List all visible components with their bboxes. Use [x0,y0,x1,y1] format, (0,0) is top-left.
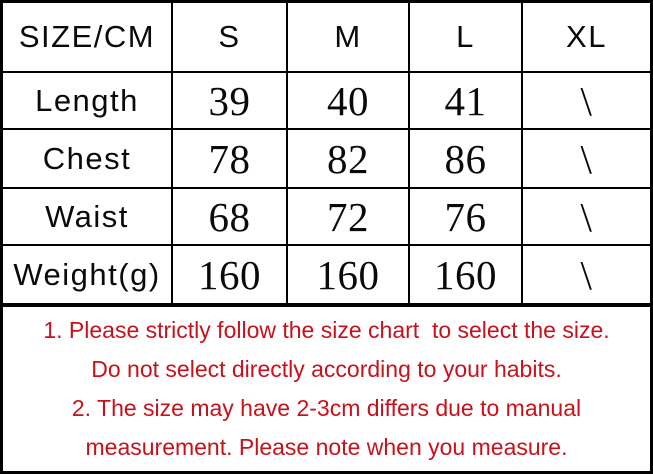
waist-m-value: 72 [288,189,410,246]
row-label-weight: Weight(g) [3,246,173,305]
chest-xl-value: \ [523,130,650,189]
chest-s-value: 78 [173,130,288,189]
waist-xl-value: \ [523,189,650,246]
row-label-length: Length [3,73,173,130]
length-xl-value: \ [523,73,650,130]
length-s-value: 39 [173,73,288,130]
size-table: SIZE/CM S M L XL Length 39 40 41 \ Chest… [3,3,650,305]
chest-m-value: 82 [288,130,410,189]
weight-l-value: 160 [410,246,523,305]
size-notes: 1. Please strictly follow the size chart… [3,305,650,471]
note-line-3: 2. The size may have 2-3cm differs due t… [71,395,582,421]
table-header-size-m: M [288,3,410,73]
note-line-1: 1. Please strictly follow the size chart… [43,317,610,343]
note-line-4: measurement. Please note when you measur… [85,434,568,460]
row-label-waist: Waist [3,189,173,246]
length-m-value: 40 [288,73,410,130]
table-header-size-cm: SIZE/CM [3,3,173,73]
table-header-size-xl: XL [523,3,650,73]
note-line-2: Do not select directly according to your… [91,356,562,382]
table-header-size-l: L [410,3,523,73]
length-l-value: 41 [410,73,523,130]
weight-s-value: 160 [173,246,288,305]
table-header-size-s: S [173,3,288,73]
weight-m-value: 160 [288,246,410,305]
waist-l-value: 76 [410,189,523,246]
row-label-chest: Chest [3,130,173,189]
waist-s-value: 68 [173,189,288,246]
chest-l-value: 86 [410,130,523,189]
weight-xl-value: \ [523,246,650,305]
